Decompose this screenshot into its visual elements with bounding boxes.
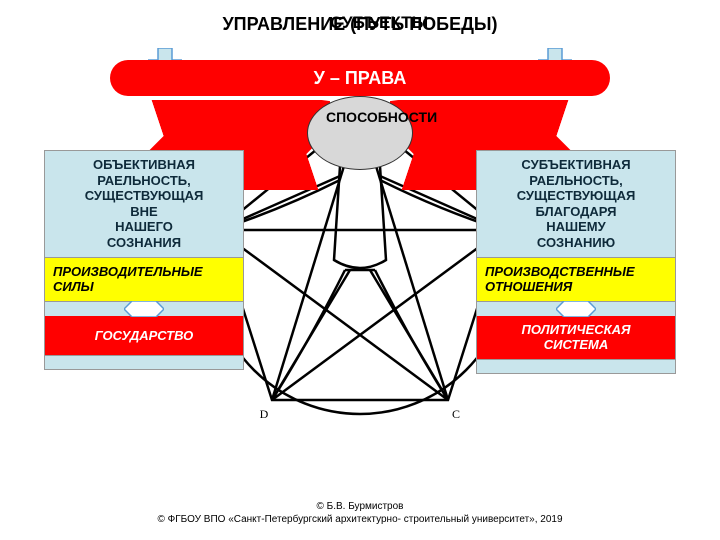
y-prava-banner: У – ПРАВА <box>110 60 610 96</box>
ability-ellipse <box>307 96 413 170</box>
right-relations: ПРОИЗВОДСТВЕННЫЕ ОТНОШЕНИЯ <box>476 258 676 302</box>
right-political: ПОЛИТИЧЕСКАЯ СИСТЕМА <box>476 316 676 360</box>
right-reality: СУБЪЕКТИВНАЯ РАЕЛЬНОСТЬ, СУЩЕСТВУЮЩАЯ БЛ… <box>476 150 676 258</box>
hex-arrow-icon <box>556 301 596 317</box>
right-gap-1 <box>476 302 676 316</box>
left-gap-1 <box>44 302 244 316</box>
left-forces: ПРОИЗВОДИТЕЛЬНЫЕ СИЛЫ <box>44 258 244 302</box>
footer: © Б.В. Бурмистров © ФГБОУ ВПО «Санкт-Пет… <box>0 501 720 526</box>
left-panel: ОБЪЕКТИВНАЯ РАЕЛЬНОСТЬ, СУЩЕСТВУЮЩАЯ ВНЕ… <box>44 150 244 370</box>
subject-label: СУБЪЕКТЫ <box>330 14 396 32</box>
hex-arrow-icon <box>124 301 164 317</box>
left-gap-2 <box>44 356 244 370</box>
footer-line-2: © ФГБОУ ВПО «Санкт-Петербургский архитек… <box>0 514 720 527</box>
svg-text:D: D <box>260 407 269 420</box>
left-reality: ОБЪЕКТИВНАЯ РАЕЛЬНОСТЬ, СУЩЕСТВУЮЩАЯ ВНЕ… <box>44 150 244 258</box>
svg-text:C: C <box>452 407 460 420</box>
right-panel: СУБЪЕКТИВНАЯ РАЕЛЬНОСТЬ, СУЩЕСТВУЮЩАЯ БЛ… <box>476 150 676 374</box>
ability-label: СПОСОБНОСТИ <box>326 110 396 124</box>
left-state: ГОСУДАРСТВО <box>44 316 244 357</box>
right-gap-2 <box>476 360 676 374</box>
footer-line-1: © Б.В. Бурмистров <box>0 501 720 514</box>
